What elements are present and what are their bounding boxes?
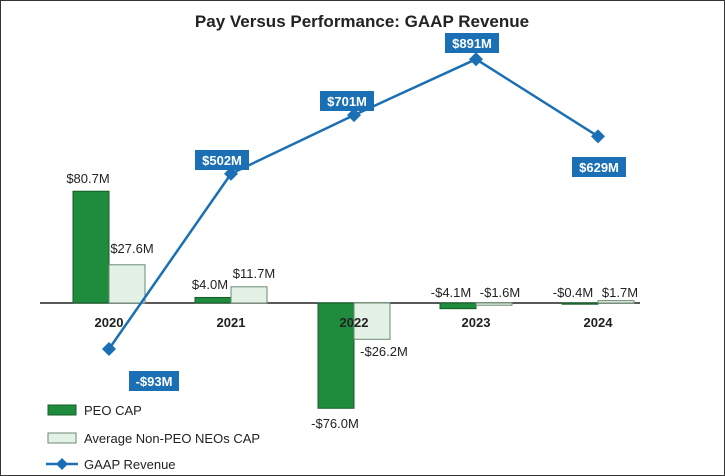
gaap-revenue-label-2020: -$93M	[136, 374, 173, 389]
category-label-2023: 2023	[462, 315, 491, 330]
gaap-revenue-label-2022: $701M	[327, 94, 367, 109]
legend-neo-cap: Average Non-PEO NEOs CAP	[84, 431, 260, 446]
gaap-revenue-label-2024: $629M	[579, 160, 619, 175]
gaap-revenue-point-2021	[224, 166, 238, 181]
neo-cap-label-2024: $1.7M	[602, 285, 638, 300]
peo-cap-bar-2020	[72, 190, 110, 304]
neo-cap-bar-2024	[597, 300, 635, 304]
gaap-revenue-point-2022	[347, 108, 361, 123]
gaap-revenue-label-box-2023	[445, 33, 499, 53]
neo-cap-bar-2021	[230, 286, 268, 304]
peo-cap-label-2022: -$76.0M	[311, 416, 359, 431]
legend-peo-cap-swatch	[47, 404, 77, 416]
peo-cap-bar-2024	[561, 302, 599, 305]
peo-cap-label-2024: -$0.4M	[553, 285, 593, 300]
category-label-2024: 2024	[584, 315, 614, 330]
neo-cap-bar-2022	[353, 302, 391, 340]
peo-cap-label-2023: -$4.1M	[431, 285, 471, 300]
legend: PEO CAP Average Non-PEO NEOs CAP GAAP Reve…	[46, 403, 260, 472]
category-label-2021: 2021	[217, 315, 246, 330]
gaap-revenue-label-box-2021	[195, 150, 249, 170]
neo-cap-label-2021: $11.7M	[233, 266, 275, 281]
neo-cap-label-2020: $27.6M	[110, 241, 153, 256]
peo-cap-bar-2021	[194, 296, 232, 304]
peo-cap-bar-2023	[439, 302, 477, 310]
neo-cap-label-2022: -$26.2M	[360, 344, 408, 359]
neo-cap-label-2023: -$1.6M	[480, 285, 520, 300]
peo-cap-label-2021: $4.0M	[192, 277, 228, 292]
gaap-revenue-label-box-2022	[320, 91, 374, 111]
gaap-revenue-point-2020	[102, 341, 116, 356]
legend-gaap-revenue-marker	[56, 458, 68, 470]
gaap-revenue-label-box-2020	[129, 371, 179, 391]
gaap-revenue-point-2024	[591, 129, 605, 144]
legend-peo-cap: PEO CAP	[84, 403, 142, 418]
peo-cap-label-2020: $80.7M	[66, 171, 109, 186]
legend-neo-cap-swatch	[47, 432, 77, 444]
neo-cap-bar-2020	[108, 264, 146, 304]
peo-cap-bar-2022	[317, 302, 355, 409]
category-label-2022: 2022	[340, 315, 369, 330]
neo-cap-bar-2023	[475, 302, 513, 306]
gaap-revenue-label-2023: $891M	[452, 36, 492, 51]
legend-gaap-revenue: GAAP Revenue	[84, 457, 176, 472]
gaap-revenue-point-2023	[469, 52, 483, 67]
gaap-revenue-label-2021: $502M	[202, 153, 242, 168]
chart-title: Pay Versus Performance: GAAP Revenue	[195, 12, 529, 31]
category-label-2020: 2020	[95, 315, 124, 330]
gaap-revenue-label-box-2024	[572, 157, 626, 177]
